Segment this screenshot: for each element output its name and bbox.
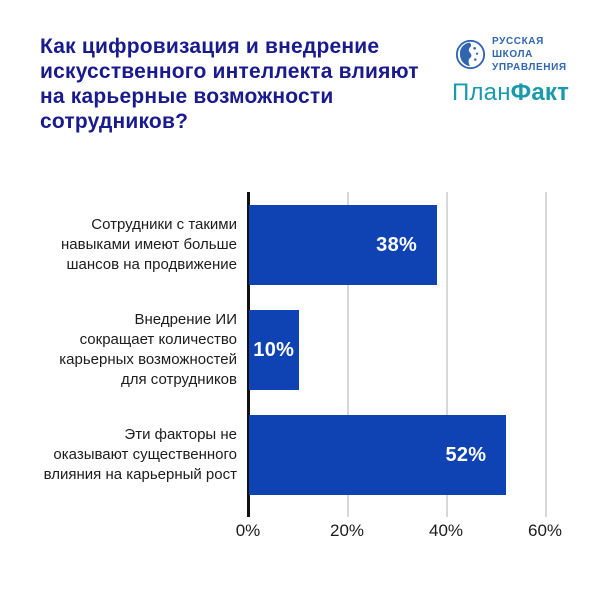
- planfact-logo-bold: Факт: [510, 79, 570, 106]
- bar: 10%: [249, 310, 299, 390]
- bar-value-label: 10%: [253, 338, 295, 361]
- bar-value-label: 52%: [445, 443, 487, 466]
- category-label-line: шансов на продвижение: [66, 256, 237, 273]
- globe-face-icon: [455, 39, 486, 70]
- category-label: Внедрение ИИ сокращает количество карьерны…: [25, 310, 237, 390]
- category-label-line: Внедрение ИИ: [134, 311, 237, 328]
- chart-question-title: Как цифровизация и внедрение искусственно…: [40, 34, 450, 134]
- category-label: Сотрудники с такими навыками имеют больше…: [25, 205, 237, 285]
- gridline-40: [446, 192, 448, 517]
- rsu-logo: РУССКАЯ ШКОЛА УПРАВЛЕНИЯ: [455, 35, 567, 74]
- x-tick-label-0: 0%: [235, 521, 261, 540]
- gridline-20: [347, 192, 349, 517]
- title-line: Как цифровизация и внедрение: [40, 35, 380, 58]
- rsu-logo-text: РУССКАЯ ШКОЛА УПРАВЛЕНИЯ: [492, 35, 567, 74]
- x-tick-label-20: 20%: [329, 521, 365, 540]
- bar-row: Внедрение ИИ сокращает количество карьерны…: [0, 310, 600, 390]
- rsu-logo-text-line: ШКОЛА: [492, 49, 533, 60]
- title-line: сотрудников?: [40, 110, 189, 133]
- rsu-logo-text-line: УПРАВЛЕНИЯ: [492, 62, 567, 73]
- category-label-line: для сотрудников: [121, 371, 237, 388]
- bar-value-label: 38%: [376, 233, 418, 256]
- category-label: Эти факторы не оказывают существенного вли…: [25, 415, 237, 495]
- bar: 38%: [249, 205, 438, 285]
- bar-row: Сотрудники с такими навыками имеют больше…: [0, 205, 600, 285]
- title-line: на карьерные возможности: [40, 85, 334, 108]
- bar: 52%: [249, 415, 507, 495]
- category-label-line: Эти факторы не: [124, 426, 237, 443]
- category-label-line: сокращает количество: [79, 331, 237, 348]
- bar-row: Эти факторы не оказывают существенного вли…: [0, 415, 600, 495]
- rsu-logo-text-line: РУССКАЯ: [492, 36, 544, 47]
- planfact-logo: ПланФакт: [452, 79, 569, 107]
- planfact-logo-regular: План: [452, 79, 511, 106]
- y-axis-line: [247, 192, 250, 517]
- category-label-line: Сотрудники с такими: [91, 216, 237, 233]
- category-label-line: карьерных возможностей: [59, 351, 237, 368]
- category-label-line: навыками имеют больше: [60, 236, 237, 253]
- title-line: искусственного интеллекта влияют: [40, 60, 419, 83]
- x-tick-label-60: 60%: [527, 521, 563, 540]
- gridline-60: [545, 192, 547, 517]
- category-label-line: оказывают существенного: [53, 446, 237, 463]
- category-label-line: влияния на карьерный рост: [43, 466, 237, 483]
- x-tick-label-40: 40%: [428, 521, 464, 540]
